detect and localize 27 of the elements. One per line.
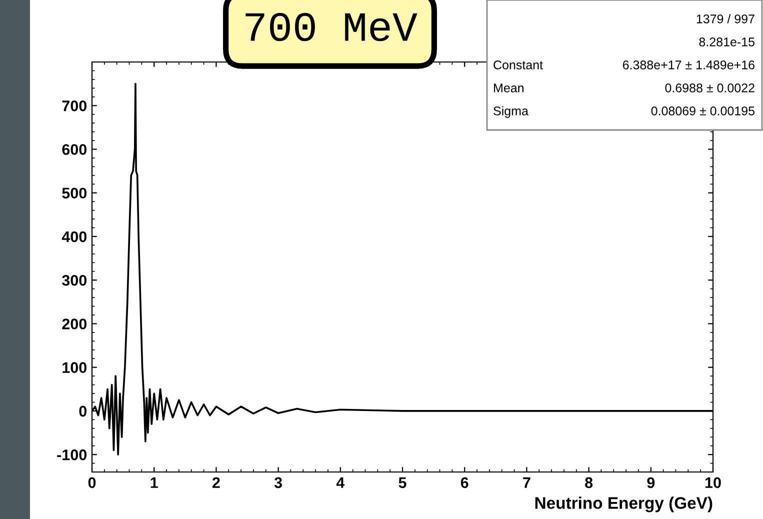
y-tick-label: 100 — [62, 362, 87, 374]
x-tick-label: 8 — [585, 477, 593, 488]
y-tick-label: 0 — [79, 406, 87, 417]
text: Constant 6.388e+17 ± 1.489e+16 — [494, 60, 754, 70]
y-tick-label: 300 — [62, 274, 87, 286]
text: Mean 0.6988 ± 0.0022 — [494, 84, 754, 92]
x-tick-label: 9 — [647, 477, 655, 488]
x-tick-label: 6 — [460, 477, 468, 488]
text: 8.281e-15 — [699, 38, 754, 46]
x-tick-label: 10 — [705, 477, 721, 488]
x-tick-label: 0 — [88, 477, 96, 488]
y-tick-label: 500 — [62, 188, 87, 199]
x-tick-label: 5 — [398, 477, 406, 488]
y-tick-label: 600 — [62, 144, 87, 155]
y-tick-label: 400 — [62, 231, 87, 242]
x-axis-title: Neutrino Energy (GeV) — [535, 496, 712, 512]
x-tick-label: 7 — [523, 477, 530, 488]
text: 1379 / 997 — [696, 14, 754, 24]
x-tick-label: 1 — [150, 477, 158, 488]
y-tick-label: -100 — [57, 449, 87, 460]
x-tick-label: 4 — [336, 477, 345, 488]
text: Sigma 0.08069 ± 0.00195 — [494, 106, 754, 118]
x-tick-label: 3 — [274, 477, 282, 488]
y-tick-label: 200 — [62, 318, 87, 330]
chart-title: 700 MeV — [246, 12, 418, 42]
x-tick-label: 2 — [212, 477, 220, 488]
y-tick-label: 700 — [62, 100, 87, 112]
